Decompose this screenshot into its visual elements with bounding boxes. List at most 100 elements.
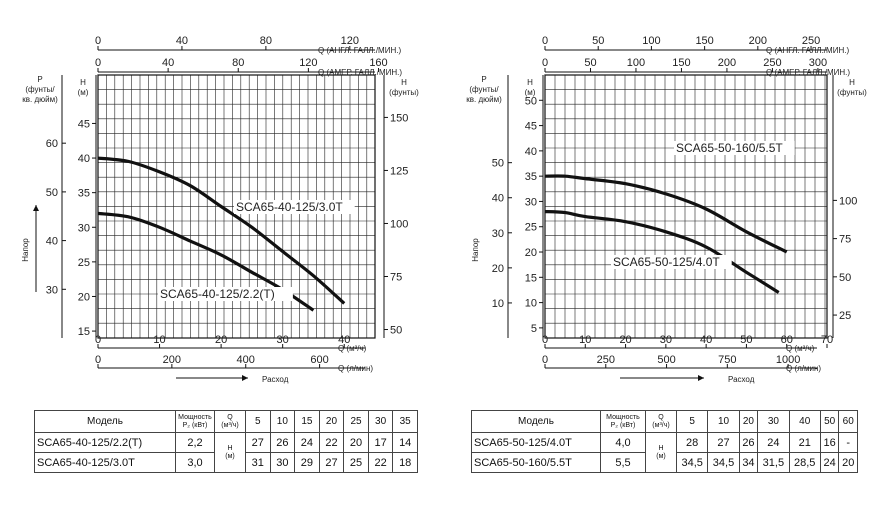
power-header-unit: P₂ (кВт) [182, 421, 208, 429]
right-h-axis-tick-label: 50 [839, 272, 851, 284]
bottom-axis-tick-label: 20 [215, 334, 227, 346]
head-value-cell: 26 [269, 432, 296, 453]
head-value-cell: 28 [675, 432, 709, 453]
head-label: H [227, 444, 233, 452]
bottom-axis-tick-label: 200 [163, 354, 181, 366]
left-h-axis-tick-label: 50 [525, 95, 537, 107]
q-header-cell: 40 [788, 410, 821, 433]
flow-header-unit: (м³/ч) [221, 421, 239, 429]
left-p-axis-tick-label: 40 [492, 193, 504, 205]
head-value-cell: 17 [367, 432, 394, 453]
head-value-cell: 29 [294, 452, 320, 473]
table-header-row: Модель Мощность P₂ (кВт) Q (м³/ч) 5 10 20 … [471, 410, 858, 433]
left-h-axis-label: H (м) [525, 78, 536, 97]
top-axis-tick-label: 0 [95, 57, 101, 69]
head-value-cell: 28,5 [788, 452, 821, 473]
head-value-cell: - [838, 432, 858, 453]
bottom-axis-tick-label: 0 [542, 354, 548, 366]
bottom-axis-tick-label: 40 [338, 334, 350, 346]
q-header-cell: 5 [675, 410, 709, 433]
head-value-cell: 34 [738, 452, 759, 473]
head-value-cell: 22 [318, 432, 345, 453]
left-p-axis-label: P (фунты/кв. дюйм) [22, 75, 58, 104]
right-h-axis-tick-label: 100 [839, 195, 857, 207]
q-header-cell: 20 [318, 410, 345, 433]
head-unit: (м) [225, 452, 235, 460]
table-header-row: Модель Мощность P₂ (кВт) Q (м³/ч) 5 10 15 … [34, 410, 418, 433]
left-h-axis-tick-label: 40 [525, 146, 537, 158]
q-header-cell: 15 [294, 410, 320, 433]
bottom-axis-tick-label: 1000 [776, 354, 800, 366]
head-value-cell: 34,5 [707, 452, 740, 473]
right-h-axis-tick-label: 125 [390, 165, 408, 177]
top-axis-tick-label: 100 [642, 35, 660, 47]
left-p-axis-label: P (фунты/кв. дюйм) [466, 75, 502, 104]
head-value-cell: 34,5 [675, 452, 709, 473]
bottom-axis-tick-label: 50 [740, 334, 752, 346]
left-h-axis-tick-label: 20 [525, 247, 537, 259]
bottom-axis-tick-label: 60 [781, 334, 793, 346]
bottom-axis-tick-label: 30 [277, 334, 289, 346]
x-axis-arrow-head [698, 375, 704, 381]
head-value-cell: 31 [245, 452, 271, 473]
y-axis-arrow-head [33, 205, 39, 211]
power-header-label: Мощность [178, 413, 212, 421]
q-header-cell: 10 [707, 410, 740, 433]
right-h-axis-tick-label: 25 [839, 310, 851, 322]
right-h-axis-tick-label: 100 [390, 218, 408, 230]
q-header-cell: 30 [757, 410, 790, 433]
bottom-axis-tick-label: 40 [700, 334, 712, 346]
top-axis-tick-label: 120 [341, 35, 359, 47]
series-label-bg [158, 287, 293, 301]
performance-table-sca65-40: Модель Мощность P₂ (кВт) Q (м³/ч) 5 10 15 … [34, 410, 418, 473]
right-h-axis-tick-label: 75 [839, 234, 851, 246]
head-value-cell: 27 [707, 432, 740, 453]
head-value-cell: 18 [392, 452, 418, 473]
bottom-axis-tick-label: 0 [95, 354, 101, 366]
power-cell: 4,0 [600, 432, 646, 453]
head-value-cell: 25 [343, 452, 369, 473]
bottom-axis-label: Q (м³/ч) [786, 344, 815, 353]
left-h-axis-tick-label: 15 [525, 272, 537, 284]
bottom-axis-tick-label: 0 [542, 334, 548, 346]
head-value-cell: 14 [392, 432, 418, 453]
model-cell: SCA65-50-160/5.5T [471, 452, 601, 473]
right-h-axis-label: H (фунты) [837, 78, 867, 97]
series-label-bg [674, 141, 795, 155]
series-curve [544, 174, 788, 254]
right-h-axis-label: H (фунты) [389, 78, 419, 97]
left-p-axis-tick-label: 10 [492, 298, 504, 310]
bottom-axis-tick-label: 30 [660, 334, 672, 346]
left-h-axis-tick-label: 5 [531, 323, 537, 335]
left-p-axis-tick-label: 30 [492, 228, 504, 240]
q-header-cell: 20 [738, 410, 759, 433]
top-axis-label: Q (АНГЛ. ГАЛЛ./МИН.) [318, 46, 401, 55]
bottom-axis-tick-label: 20 [619, 334, 631, 346]
head-unit: (м) [656, 452, 666, 460]
model-cell: SCA65-40-125/3.0T [34, 452, 176, 473]
flow-header: Q (м³/ч) [214, 410, 246, 433]
series-label: SCA65-50-125/4.0T [613, 255, 720, 269]
bottom-axis-label: Q (л/мин) [338, 364, 373, 373]
performance-table-sca65-50: Модель Мощность P₂ (кВт) Q (м³/ч) 5 10 20 … [471, 410, 858, 473]
model-cell: SCA65-40-125/2.2(T) [34, 432, 176, 453]
right-h-axis-tick-label: 50 [390, 325, 402, 337]
top-axis-tick-label: 50 [592, 35, 604, 47]
top-axis-tick-label: 0 [95, 35, 101, 47]
bottom-axis-tick-label: 750 [718, 354, 736, 366]
head-value-cell: 27 [245, 432, 271, 453]
series-curve [544, 210, 780, 294]
q-header-cell: 35 [392, 410, 418, 433]
bottom-axis-tick-label: 600 [310, 354, 328, 366]
left-p-axis-tick-label: 20 [492, 263, 504, 275]
top-axis-tick-label: 250 [802, 35, 820, 47]
top-axis-tick-label: 120 [299, 57, 317, 69]
x-axis-arrow-head [242, 375, 248, 381]
left-h-axis-tick-label: 10 [525, 298, 537, 310]
head-value-cell: 21 [788, 432, 821, 453]
right-h-axis-tick-label: 150 [390, 112, 408, 124]
bottom-axis-tick-label: 70 [821, 334, 833, 346]
series-label: SCA65-40-125/3.0T [236, 200, 343, 214]
head-value-cell: 22 [367, 452, 394, 473]
